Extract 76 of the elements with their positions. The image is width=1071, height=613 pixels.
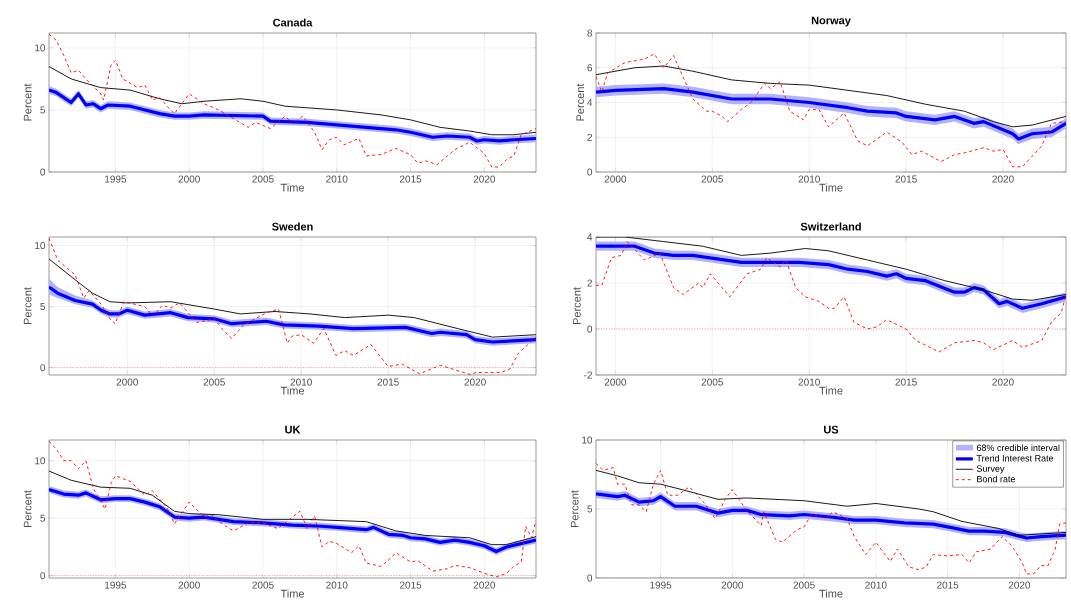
x-tick-label: 2000 <box>721 581 744 589</box>
chart-title: US <box>824 425 839 434</box>
x-tick-label: 2005 <box>701 175 723 183</box>
x-axis-title: Time <box>819 386 843 395</box>
y-tick-label: 6 <box>587 64 593 72</box>
x-tick-label: 2010 <box>798 378 820 386</box>
x-tick-label: 2005 <box>701 378 723 386</box>
x-axis-title: Time <box>819 183 843 192</box>
x-tick-label: 2000 <box>178 175 200 183</box>
y-tick-label: 0 <box>40 364 46 372</box>
y-tick-label: 4 <box>587 233 593 241</box>
x-tick-label: 2020 <box>473 581 496 589</box>
x-tick-label: 2000 <box>178 581 200 589</box>
x-tick-label: 2020 <box>473 175 496 183</box>
y-axis-title: Percent <box>23 83 32 121</box>
x-tick-label: 2010 <box>326 175 348 183</box>
x-tick-label: 2020 <box>992 175 1014 183</box>
y-tick-label: 4 <box>587 99 593 106</box>
x-axis-title: Time <box>280 386 305 395</box>
y-tick-label: 10 <box>35 457 46 465</box>
y-tick-label: -2 <box>584 371 592 379</box>
x-tick-label: 2000 <box>604 378 627 386</box>
x-tick-label: 2020 <box>992 378 1014 386</box>
x-tick-label: 2000 <box>116 378 138 386</box>
y-tick-label: 5 <box>40 106 46 114</box>
y-tick-label: 5 <box>587 505 593 513</box>
x-tick-label: 2005 <box>252 175 274 183</box>
x-tick-label: 2005 <box>203 378 225 386</box>
x-tick-label: 2010 <box>865 581 887 589</box>
y-tick-label: 0 <box>587 168 593 176</box>
x-tick-label: 1995 <box>650 581 672 589</box>
x-tick-label: 2015 <box>895 175 917 183</box>
y-tick-label: 5 <box>40 514 46 522</box>
y-axis-title: Percent <box>573 287 581 325</box>
annotation: 68% credible interval <box>976 444 1060 451</box>
x-tick-label: 2015 <box>936 581 959 589</box>
legend-label: Bond rate <box>977 475 1016 483</box>
y-tick-label: 0 <box>587 574 593 582</box>
legend-label: Survey <box>976 465 1005 474</box>
y-tick-label: 10 <box>582 436 593 444</box>
y-tick-label: 10 <box>35 242 46 250</box>
y-tick-label: 0 <box>40 572 46 580</box>
x-axis-title: Time <box>819 589 843 598</box>
legend-label: Trend Interest Rate <box>976 454 1054 462</box>
y-axis-title: Percent <box>23 287 32 325</box>
y-axis-title: Percent <box>570 490 579 528</box>
y-tick-label: 0 <box>587 325 593 333</box>
x-tick-label: 2005 <box>252 581 274 589</box>
y-tick-label: 10 <box>35 44 46 52</box>
y-tick-label: 2 <box>587 133 592 141</box>
x-tick-label: 2010 <box>798 175 820 183</box>
x-axis-title: Time <box>280 183 305 192</box>
y-axis-title: Percent <box>576 83 585 121</box>
x-tick-label: 2015 <box>895 378 917 386</box>
y-tick-label: 8 <box>587 29 593 37</box>
x-tick-label: 2015 <box>377 378 399 386</box>
x-tick-label: 2005 <box>793 581 815 589</box>
y-axis-title: Percent <box>23 490 32 528</box>
chart-title: Norway <box>811 16 851 27</box>
y-tick-label: 5 <box>40 303 46 311</box>
x-axis-title: Time <box>280 589 305 598</box>
x-tick-label: 1995 <box>105 581 127 589</box>
chart-title: UK <box>285 425 301 434</box>
x-tick-label: 1995 <box>105 175 127 183</box>
x-tick-label: 2020 <box>1008 581 1031 589</box>
x-tick-label: 2020 <box>464 378 486 386</box>
x-tick-label: 2000 <box>604 175 627 183</box>
x-tick-label: 2010 <box>326 581 348 589</box>
chart-title: Sweden <box>272 222 313 231</box>
x-tick-label: 2010 <box>290 378 312 386</box>
y-tick-label: 2 <box>587 279 592 287</box>
chart-title: Switzerland <box>800 222 861 231</box>
x-tick-label: 2015 <box>399 175 422 183</box>
chart-title: Canada <box>273 18 313 27</box>
x-tick-label: 2015 <box>399 581 422 589</box>
y-tick-label: 0 <box>40 168 46 176</box>
